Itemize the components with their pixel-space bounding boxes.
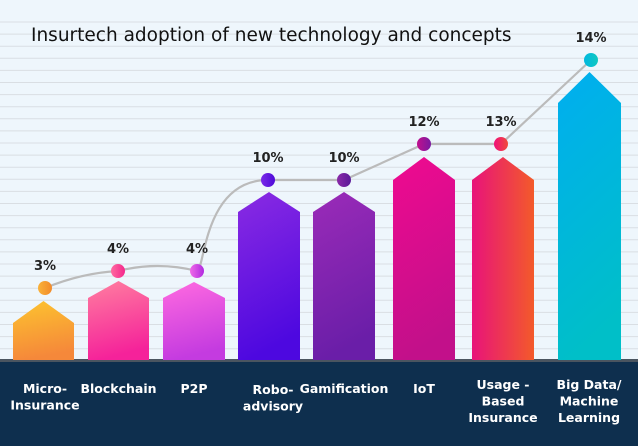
data-point	[261, 173, 275, 187]
category-label: Big Data/	[557, 377, 622, 392]
chart-title: Insurtech adoption of new technology and…	[31, 25, 512, 46]
category-label: Insurance	[468, 410, 537, 425]
axis-band	[0, 360, 638, 446]
bar	[313, 192, 375, 360]
category-label: IoT	[413, 381, 435, 396]
bar	[393, 157, 455, 360]
category-label: advisory	[243, 399, 303, 414]
data-label: 10%	[328, 151, 359, 166]
category-label: Gamification	[300, 381, 389, 396]
bar	[472, 157, 534, 360]
data-label: 12%	[408, 115, 439, 130]
bar	[558, 72, 621, 360]
category-label: Machine	[560, 394, 619, 409]
category-label: Insurance	[10, 398, 79, 413]
data-label: 4%	[186, 242, 208, 257]
category-label: Blockchain	[80, 381, 156, 396]
category-label: Micro-	[23, 381, 67, 396]
data-point	[337, 173, 351, 187]
bar	[13, 301, 74, 360]
category-label: P2P	[180, 381, 207, 396]
bar	[88, 281, 149, 360]
data-label: 13%	[485, 115, 516, 130]
data-label: 3%	[34, 259, 56, 274]
data-label: 14%	[575, 31, 606, 46]
category-label: Learning	[558, 410, 620, 425]
data-point	[38, 281, 52, 295]
data-point	[111, 264, 125, 278]
data-point	[190, 264, 204, 278]
data-point	[417, 137, 431, 151]
category-label: Robo-	[253, 382, 294, 397]
bar	[163, 282, 225, 360]
data-label: 4%	[107, 242, 129, 257]
bar	[238, 192, 300, 360]
x-axis-line	[0, 359, 638, 362]
data-label: 10%	[252, 151, 283, 166]
data-point	[584, 53, 598, 67]
category-label: Based	[482, 394, 525, 409]
category-label: Usage -	[477, 377, 530, 392]
data-point	[494, 137, 508, 151]
